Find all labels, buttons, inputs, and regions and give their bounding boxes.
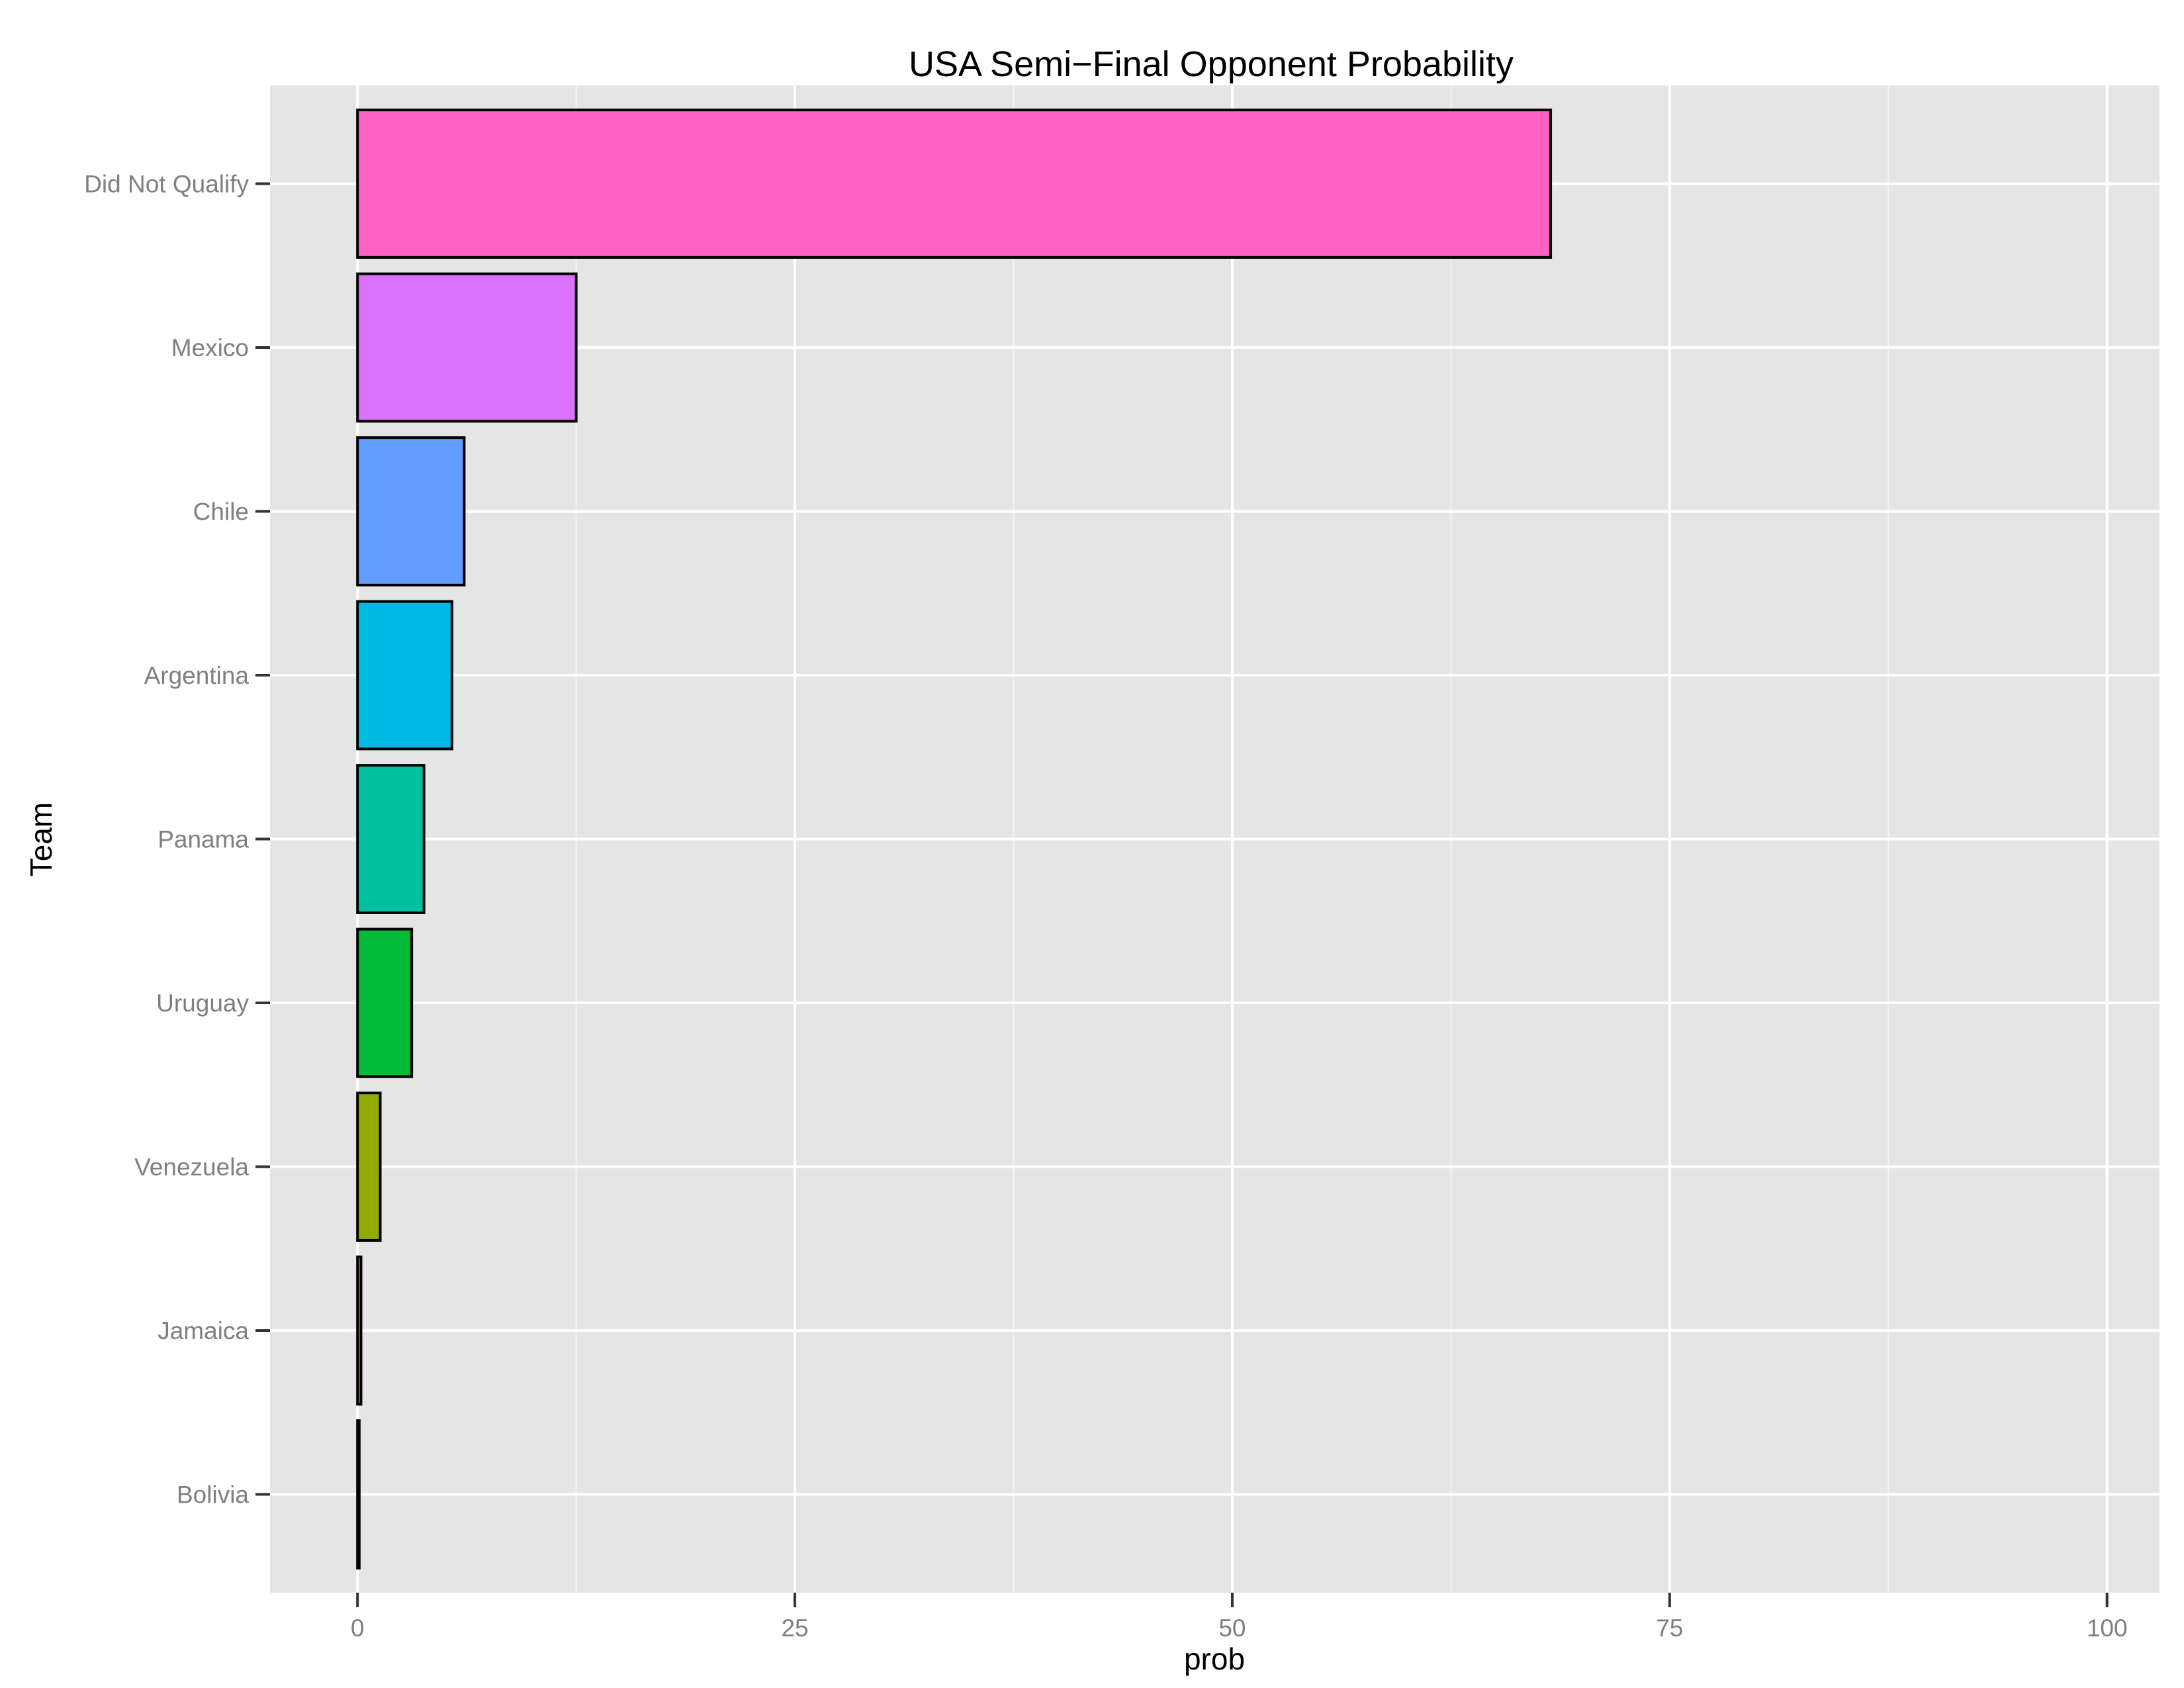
y-tick-label: Mexico: [171, 334, 249, 361]
y-tick-label: Venezuela: [134, 1154, 249, 1181]
x-tick-label: 0: [351, 1615, 365, 1642]
y-axis-title: Team: [24, 802, 58, 876]
x-tick-label: 25: [781, 1615, 808, 1642]
y-tick-label: Uruguay: [156, 990, 249, 1017]
x-axis: 0 25 50 75 100: [351, 1593, 2128, 1642]
y-tick-label: Chile: [193, 498, 249, 526]
bar-mexico: [356, 272, 578, 423]
x-tick-label: 50: [1218, 1615, 1246, 1642]
bars: [356, 109, 1553, 1570]
y-tick-label: Panama: [158, 826, 249, 853]
x-tick-label: 75: [1656, 1615, 1683, 1642]
bar-chile: [356, 436, 466, 586]
chart-title: USA Semi−Final Opponent Probability: [909, 44, 1514, 84]
bar-bolivia: [356, 1419, 361, 1570]
y-tick-label: Argentina: [144, 662, 250, 689]
y-tick-label: Bolivia: [177, 1481, 249, 1509]
x-tick-label: 100: [2087, 1615, 2128, 1642]
bar-did-not-qualify: [356, 109, 1553, 259]
bar-uruguay: [356, 927, 414, 1078]
y-tick-label: Did Not Qualify: [84, 171, 249, 198]
x-axis-title: prob: [1184, 1642, 1245, 1676]
y-axis: Did Not Qualify Mexico Chile Argentina Panam…: [84, 171, 270, 1509]
bar-panama: [356, 764, 426, 914]
bar-jamaica: [356, 1255, 363, 1406]
bar-venezuela: [356, 1092, 382, 1242]
y-tick-label: Jamaica: [158, 1317, 249, 1344]
bar-argentina: [356, 600, 453, 751]
